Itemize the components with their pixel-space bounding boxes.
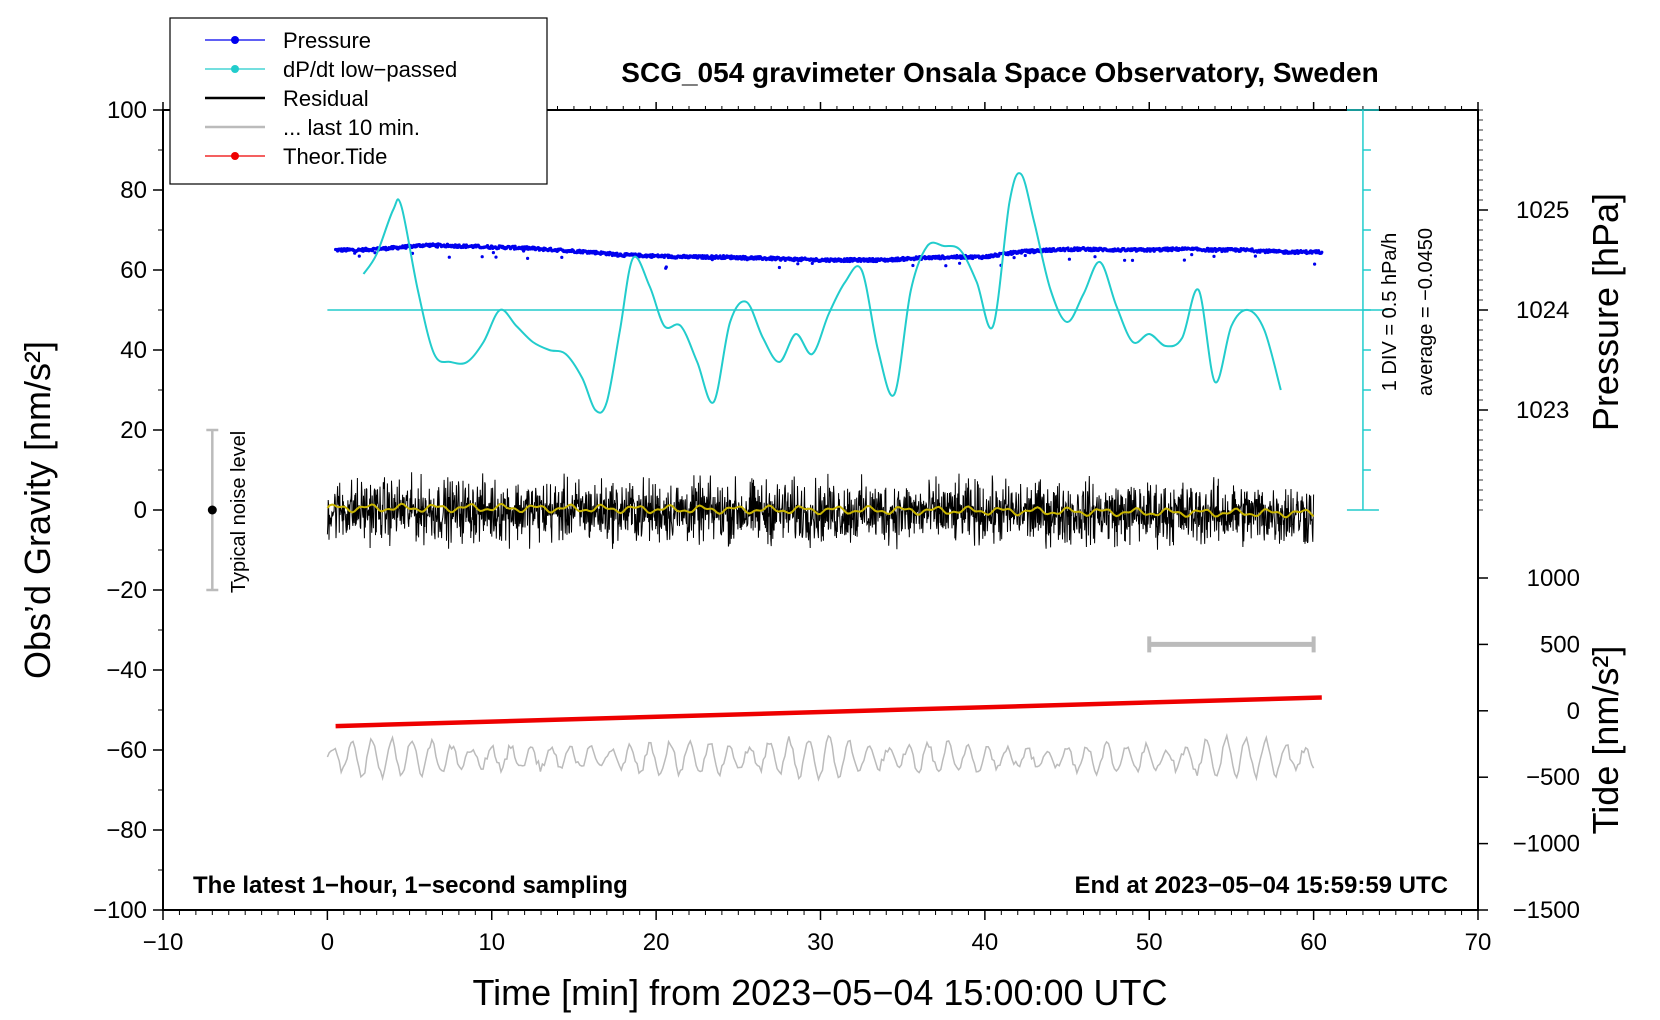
pressure-point (777, 265, 782, 270)
y-axis-title-pressure: Pressure [hPa] (1585, 193, 1626, 431)
theoretical-tide-line (335, 695, 1322, 729)
y-tick-label: 100 (107, 97, 147, 124)
pressure-point (1123, 258, 1127, 262)
pressure-point (958, 261, 962, 265)
residual-line (326, 472, 1315, 550)
x-tick-label: 70 (1465, 929, 1492, 956)
pressure-tick-label: 1023 (1516, 397, 1569, 424)
pressure-point (1182, 258, 1186, 262)
pressure-point (480, 255, 484, 259)
pressure-point (810, 261, 814, 265)
x-tick-label: 10 (478, 929, 505, 956)
residual-smoothed-line (326, 502, 1315, 519)
legend-label: ... last 10 min. (283, 115, 420, 140)
legend-entry: Theor.Tide (205, 144, 387, 169)
pressure-point (1190, 253, 1194, 257)
dpdt-curve (362, 172, 1282, 414)
y-axis-title-gravity: Obs’d Gravity [nm/s²] (17, 341, 58, 679)
series-residual (326, 472, 1315, 550)
tide-tick-label: −1000 (1513, 831, 1580, 858)
pressure-point (494, 255, 498, 259)
x-axis-title: Time [min] from 2023−05−04 15:00:00 UTC (472, 972, 1167, 1013)
series-residual-smoothed (326, 502, 1315, 519)
legend-swatch-marker (231, 65, 239, 73)
y-tick-label: −40 (106, 657, 147, 684)
pressure-tick-label: 1024 (1516, 297, 1569, 324)
last-10-min-line (326, 732, 1315, 782)
tide-tick-label: 500 (1540, 631, 1580, 658)
pressure-point (796, 262, 800, 266)
pressure-point (1320, 250, 1324, 254)
y-tick-label: 80 (120, 177, 147, 204)
legend-entry: dP/dt low−passed (205, 57, 457, 82)
pressure-point (1212, 254, 1216, 258)
overlay-layer (206, 109, 1388, 653)
x-tick-label: 30 (807, 929, 834, 956)
pressure-point (491, 251, 495, 255)
pressure-point (1313, 262, 1317, 266)
pressure-point (1023, 253, 1027, 258)
pressure-point (522, 249, 526, 253)
y-tick-label: −60 (106, 737, 147, 764)
legend-label: Pressure (283, 28, 371, 53)
y-tick-label: 0 (134, 497, 147, 524)
pressure-point (1253, 254, 1257, 258)
legend-swatch-marker (231, 152, 239, 160)
legend-label: dP/dt low−passed (283, 57, 457, 82)
pressure-point (1130, 258, 1135, 262)
pressure-point (1093, 255, 1097, 259)
pressure-point (373, 251, 377, 255)
y-axis-title-tide: Tide [nm/s²] (1585, 646, 1626, 835)
pressure-point (526, 256, 530, 260)
pressure-point (664, 265, 668, 269)
legend-entry: Residual (205, 86, 369, 111)
pressure-point (447, 255, 451, 259)
legend: Pressure dP/dt low−passed Residual ... last… (169, 17, 548, 185)
legend-label: Theor.Tide (283, 144, 387, 169)
series-layer (326, 172, 1324, 782)
noise-level-label: Typical noise level (228, 431, 250, 593)
y-tick-label: −80 (106, 817, 147, 844)
legend-swatch-marker (231, 36, 239, 44)
axis-ticks: −10 0 10 20 30 40 50 60 70−100−80−60−40−20020406… (93, 97, 1580, 956)
pressure-point (560, 255, 564, 259)
tide-tick-label: −500 (1526, 764, 1580, 791)
pressure-point (911, 263, 915, 268)
noise-level-center (207, 505, 217, 515)
legend-entry: ... last 10 min. (205, 115, 420, 140)
y-tick-label: 40 (120, 337, 147, 364)
y-tick-label: −100 (93, 897, 147, 924)
annotation-right: End at 2023−05−04 15:59:59 UTC (1074, 872, 1448, 899)
pressure-point (1066, 246, 1070, 250)
pressure-tick-label: 1025 (1516, 197, 1569, 224)
x-tick-label: 40 (972, 929, 999, 956)
y-tick-label: 20 (120, 417, 147, 444)
tide-tick-label: −1500 (1513, 897, 1580, 924)
pressure-point (357, 254, 361, 258)
x-tick-label: −10 (143, 929, 184, 956)
x-tick-label: 50 (1136, 929, 1163, 956)
annotation-left: The latest 1−hour, 1−second sampling (193, 872, 628, 899)
series-dp-dt-low-passed (362, 172, 1282, 414)
pressure-point (944, 264, 948, 268)
chart-title: SCG_054 gravimeter Onsala Space Observat… (621, 57, 1378, 88)
tide-tick-label: 1000 (1527, 565, 1580, 592)
legend-entry: Pressure (205, 28, 371, 53)
series-theor-tide (335, 695, 1322, 729)
pressure-point (1012, 256, 1016, 260)
y-tick-label: −20 (106, 577, 147, 604)
x-tick-label: 0 (321, 929, 334, 956)
x-tick-label: 20 (643, 929, 670, 956)
pressure-scale-average-label: average = −0.0450 (1415, 228, 1437, 396)
x-tick-label: 60 (1300, 929, 1327, 956)
y-tick-label: 60 (120, 257, 147, 284)
pressure-point (1067, 257, 1071, 261)
series-pressure (334, 242, 1324, 270)
legend-label: Residual (283, 86, 369, 111)
pressure-scale-div-label: 1 DIV = 0.5 hPa/h (1379, 233, 1401, 391)
series--last-10-min- (326, 732, 1315, 782)
tide-tick-label: 0 (1567, 698, 1580, 725)
